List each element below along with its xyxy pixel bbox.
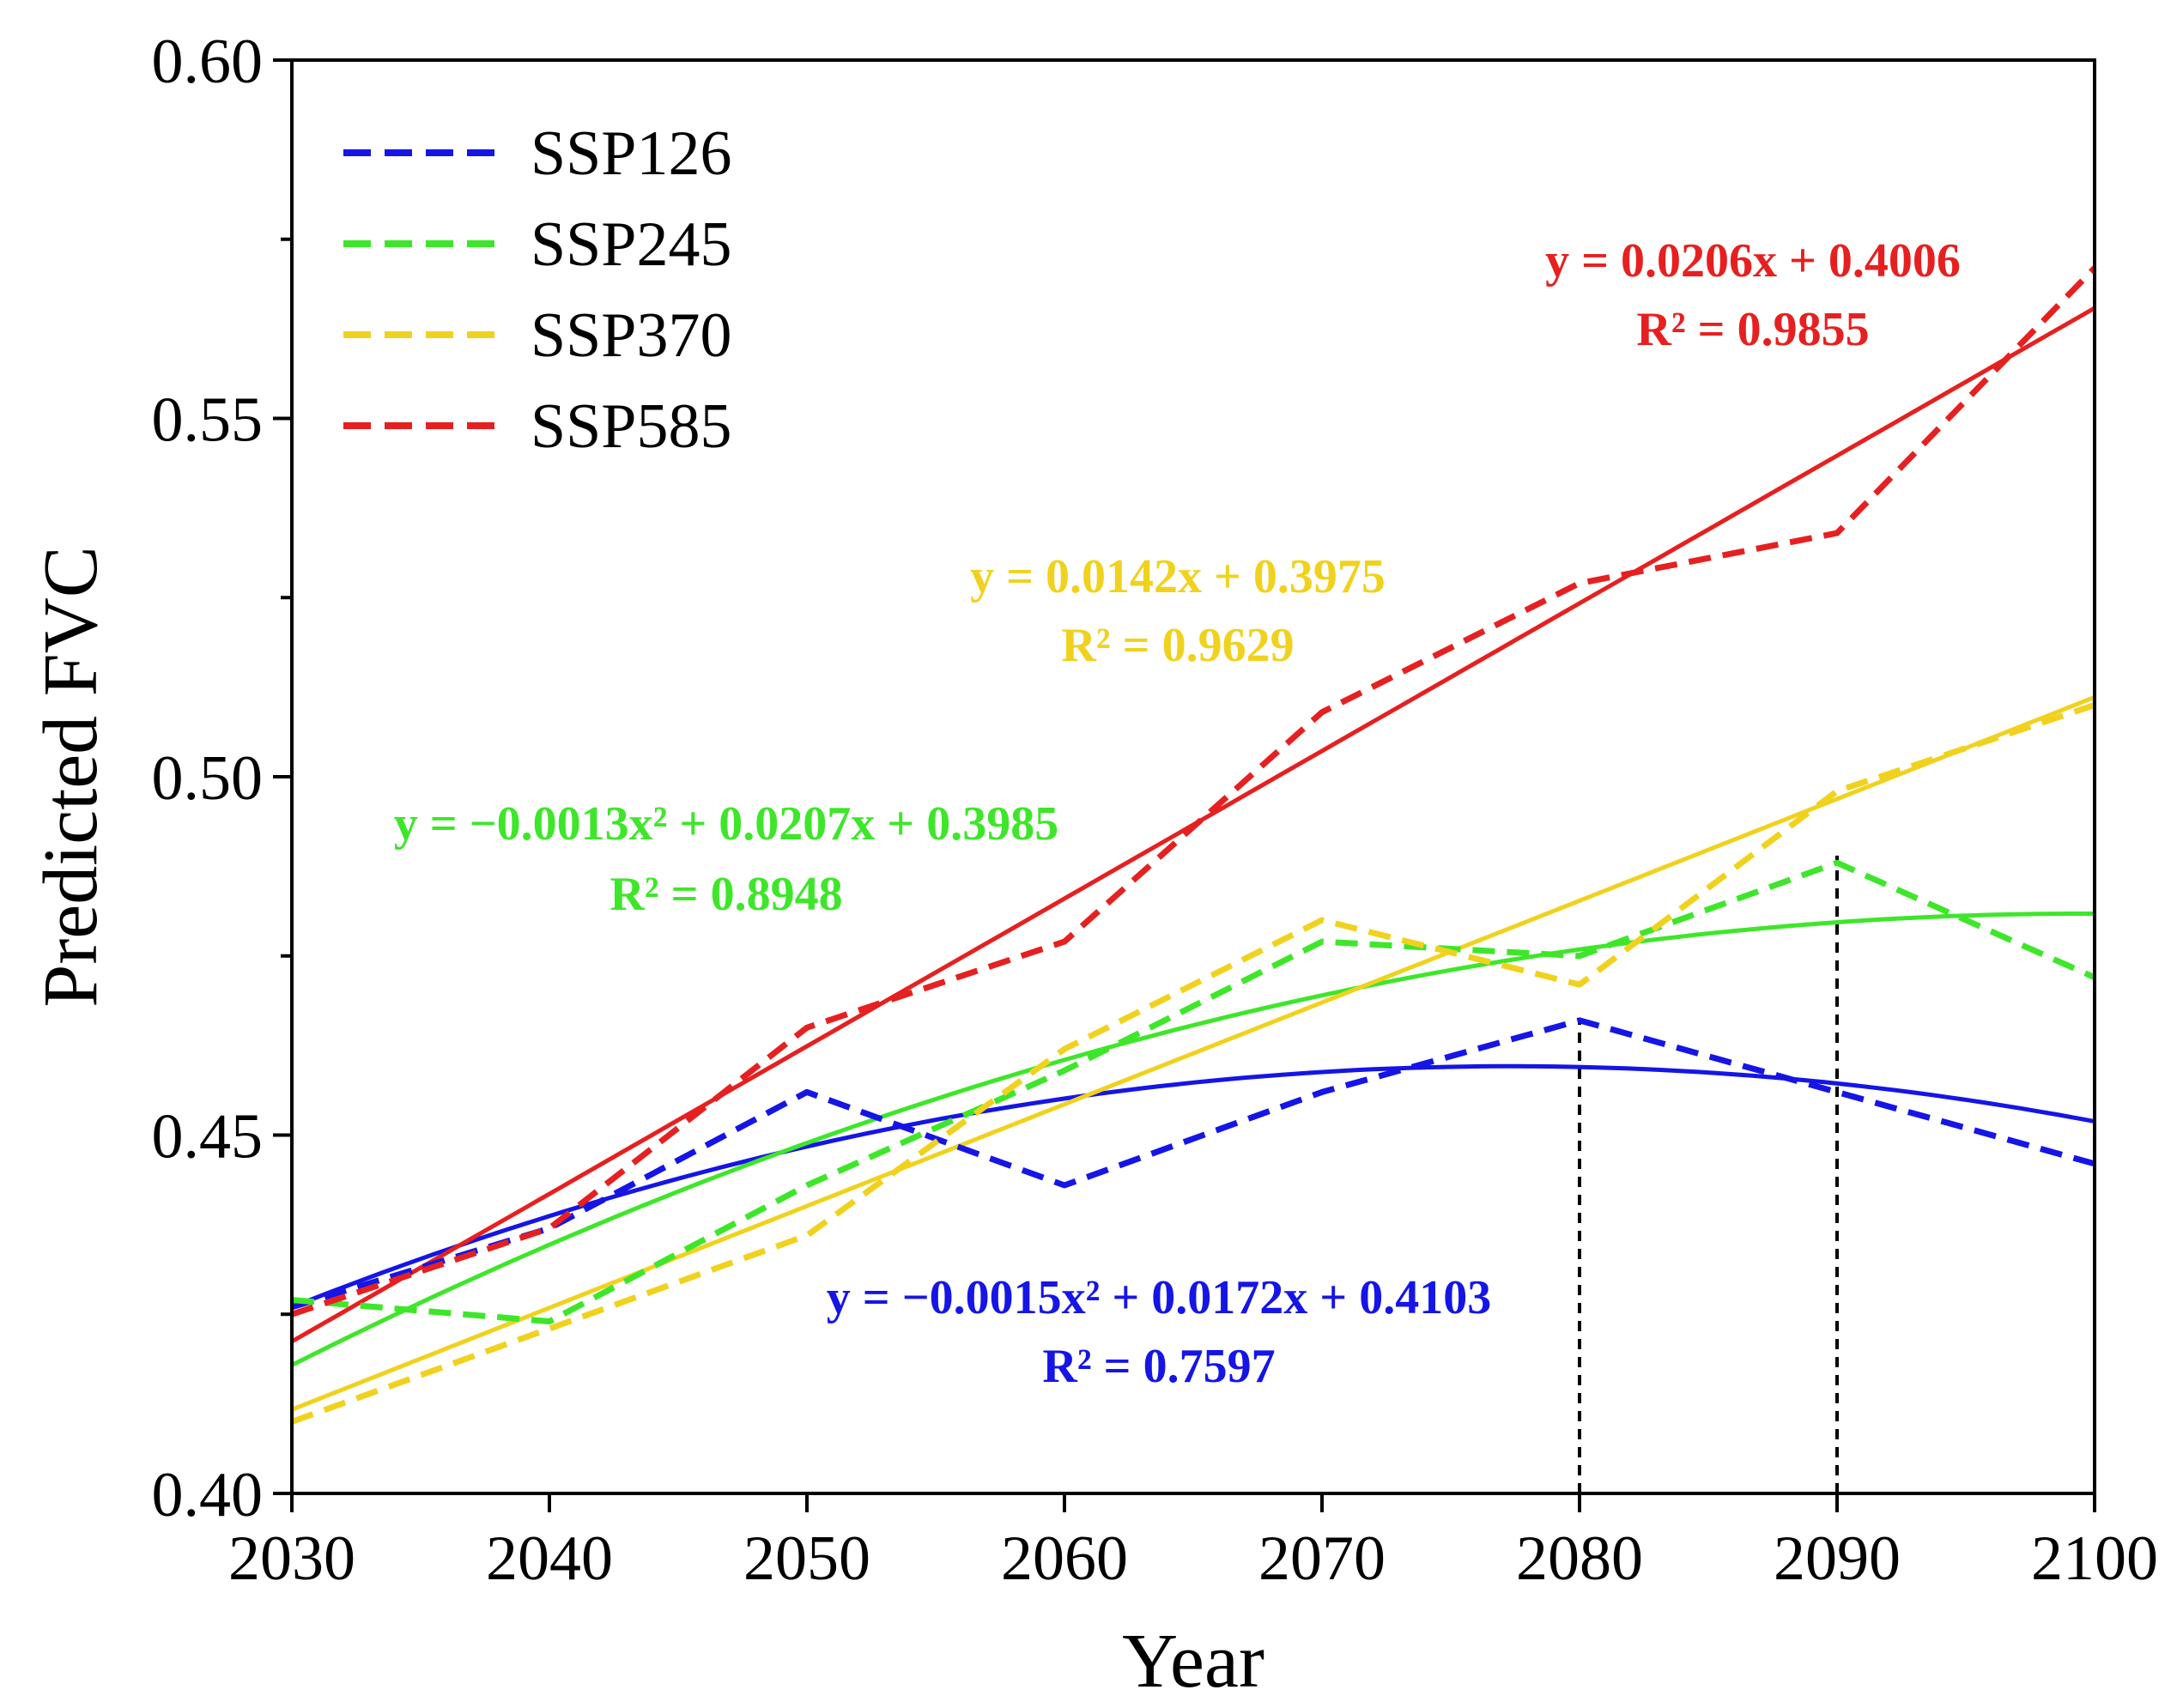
series-line-ssp245: [291, 859, 2096, 1325]
x-tick-label-2030: 2030: [228, 1523, 355, 1594]
fit-line-ssp245: [290, 912, 2095, 1367]
x-tick-label-2090: 2090: [1774, 1523, 1901, 1594]
ssp585-r2: R² = 0.9855: [1636, 303, 1869, 356]
ssp126-r2: R² = 0.7597: [1042, 1340, 1275, 1393]
legend-label-ssp245: SSP245: [531, 209, 731, 280]
series-line-ssp126: [290, 1017, 2095, 1311]
x-tick-label-2070: 2070: [1258, 1523, 1386, 1594]
ssp370-r2: R² = 0.9629: [1061, 619, 1294, 672]
x-tick-label-2060: 2060: [1001, 1523, 1128, 1594]
y-tick-label-0-55: 0.55: [152, 385, 264, 456]
fit-line-ssp370: [291, 694, 2095, 1412]
x-axis-title: Year: [1122, 1619, 1264, 1704]
axis-ticks: [273, 58, 2096, 1512]
legend-label-ssp126: SSP126: [531, 118, 731, 189]
legend: SSP126 SSP245 SSP370 SSP585: [343, 118, 731, 462]
y-tick-label-0-40: 0.40: [152, 1460, 264, 1530]
x-tick-label-2080: 2080: [1516, 1523, 1643, 1594]
fit-annotations: y = 0.0206x + 0.4006 R² = 0.9855 y = 0.0…: [394, 234, 1961, 1393]
tick-labels: 2030 2040 2050 2060 2070 2080 2090 2100 0.40 0.45…: [152, 27, 2159, 1594]
ssp245-r2: R² = 0.8948: [609, 868, 842, 921]
x-tick-label-2100: 2100: [2031, 1523, 2158, 1594]
ssp370-equation: y = 0.0142x + 0.3975: [970, 550, 1386, 603]
reference-lines: [1578, 855, 1839, 1493]
ssp126-equation: y = −0.0015x² + 0.0172x + 0.4103: [827, 1271, 1491, 1324]
y-tick-label-0-60: 0.60: [152, 27, 264, 97]
ssp245-equation: y = −0.0013x² + 0.0207x + 0.3985: [394, 797, 1058, 851]
legend-label-ssp370: SSP370: [531, 300, 731, 371]
ssp585-equation: y = 0.0206x + 0.4006: [1545, 234, 1961, 288]
series-line-ssp585: [290, 265, 2097, 1317]
y-tick-label-0-50: 0.50: [152, 743, 264, 814]
x-tick-label-2050: 2050: [743, 1523, 870, 1594]
legend-label-ssp585: SSP585: [531, 391, 731, 462]
data-series: [290, 265, 2097, 1425]
y-tick-label-0-45: 0.45: [152, 1102, 264, 1172]
fit-lines: [290, 306, 2096, 1412]
x-tick-label-2040: 2040: [486, 1523, 613, 1594]
series-line-ssp370: [290, 702, 2096, 1425]
y-axis-title: Predicted FVC: [28, 546, 113, 1007]
